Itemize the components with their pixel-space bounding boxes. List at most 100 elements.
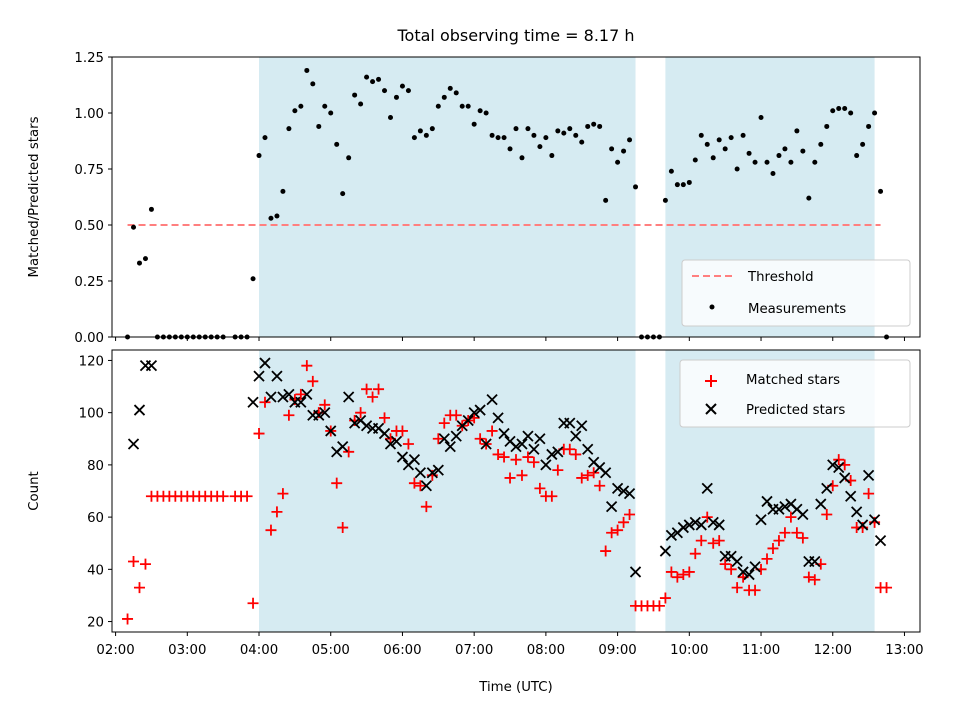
measurements-point-116 xyxy=(824,123,830,129)
matched-stars-point-93 xyxy=(683,566,695,578)
ratio-legend: Threshold Measurements xyxy=(681,259,911,327)
measurements-point-27 xyxy=(292,108,298,114)
measurements-point-25 xyxy=(280,188,286,194)
predicted-stars-point-20 xyxy=(343,391,355,403)
matched-stars-point-71 xyxy=(552,464,564,476)
measurements-point-93 xyxy=(686,179,692,185)
measurements-point-98 xyxy=(716,137,722,143)
measurements-point-106 xyxy=(764,159,770,165)
predicted-stars-point-21 xyxy=(349,417,361,429)
measurements-point-39 xyxy=(364,74,370,80)
matched-stars-point-89 xyxy=(659,592,671,604)
matched-stars-point-107 xyxy=(767,542,779,554)
measurements-point-31 xyxy=(316,123,322,129)
predicted-stars-point-69 xyxy=(659,545,672,557)
matched-stars-point-39 xyxy=(361,383,373,395)
matched-stars-point-20 xyxy=(247,597,259,609)
predicted-stars-point-27 xyxy=(384,438,397,450)
measurements-point-28 xyxy=(298,103,304,109)
matched-stars-point-63 xyxy=(504,472,516,484)
predicted-stars-point-66 xyxy=(617,485,630,497)
measurements-point-81 xyxy=(615,159,621,165)
matched-stars-point-21 xyxy=(253,428,265,440)
ratio-ytick-label-2: 0.50 xyxy=(74,219,104,234)
measurements-point-3 xyxy=(142,256,148,262)
measurements-point-73 xyxy=(567,126,573,132)
legend-matched-label: Matched stars xyxy=(746,373,840,388)
matched-stars-point-98 xyxy=(713,535,725,547)
measurements-point-121 xyxy=(854,153,860,159)
matched-stars-point-110 xyxy=(785,511,797,523)
predicted-stars-point-65 xyxy=(611,482,624,495)
measurements-point-21 xyxy=(256,153,262,159)
matched-stars-point-35 xyxy=(337,522,349,534)
predicted-stars-point-64 xyxy=(605,501,618,513)
matched-stars-point-61 xyxy=(492,448,504,460)
measurements-point-24 xyxy=(274,213,280,219)
predicted-stars-point-74 xyxy=(689,516,701,528)
predicted-stars-point-92 xyxy=(797,508,809,521)
matched-stars-point-114 xyxy=(809,574,821,586)
measurements-point-56 xyxy=(465,103,471,109)
legend-measurements-label: Measurements xyxy=(748,302,846,317)
predicted-stars-point-76 xyxy=(701,482,713,495)
matched-stars-point-30 xyxy=(307,375,319,387)
matched-stars-point-109 xyxy=(779,527,791,539)
predicted-stars-point-50 xyxy=(522,430,534,442)
matched-stars-point-104 xyxy=(749,584,761,596)
predicted-stars-point-10 xyxy=(283,388,295,401)
count-ytick-label-0: 20 xyxy=(87,616,104,631)
predicted-stars-point-19 xyxy=(337,440,349,453)
measurements-point-2 xyxy=(136,260,142,266)
measurements-point-96 xyxy=(704,141,710,147)
matched-stars-point-78 xyxy=(594,480,606,492)
measurements-point-101 xyxy=(734,166,740,172)
ratio-ytick-label-5: 1.25 xyxy=(74,51,104,66)
measurements-point-75 xyxy=(579,139,585,145)
matched-stars-point-92 xyxy=(677,569,689,581)
measurements-point-99 xyxy=(722,146,728,152)
matched-stars-point-66 xyxy=(522,451,534,463)
measurements-point-117 xyxy=(830,108,836,114)
measurements-point-124 xyxy=(872,110,878,116)
predicted-stars-point-54 xyxy=(546,448,558,461)
matched-stars-point-42 xyxy=(379,412,391,424)
measurements-point-63 xyxy=(507,146,513,152)
matched-stars-point-88 xyxy=(653,600,665,612)
matched-stars-point-106 xyxy=(761,553,773,565)
measurements-point-125 xyxy=(878,188,884,194)
ratio-axes-frame xyxy=(111,56,921,338)
predicted-stars-point-53 xyxy=(540,459,552,471)
predicted-stars-point-67 xyxy=(623,487,636,500)
predicted-stars-point-98 xyxy=(833,461,845,474)
measurements-point-77 xyxy=(591,121,597,127)
matched-stars-point-23 xyxy=(265,524,277,536)
count-xtick-label-3: 05:00 xyxy=(312,643,350,658)
measurements-point-72 xyxy=(561,130,567,136)
count-ytick-label-4: 100 xyxy=(79,407,104,422)
measurements-point-32 xyxy=(322,103,328,109)
predicted-stars-point-40 xyxy=(462,414,474,427)
measurements-point-43 xyxy=(387,114,393,120)
predicted-stars-point-72 xyxy=(677,521,689,534)
matched-stars-point-34 xyxy=(331,477,343,489)
matched-stars-point-52 xyxy=(438,417,450,429)
matched-stars-point-25 xyxy=(277,488,289,500)
predicted-stars-point-51 xyxy=(528,443,540,455)
predicted-stars-point-82 xyxy=(737,566,749,578)
predicted-stars-point-36 xyxy=(438,433,450,445)
matched-stars-point-75 xyxy=(576,472,588,484)
measurements-point-111 xyxy=(794,128,800,134)
chart-title: Total observing time = 8.17 h xyxy=(396,26,634,45)
count-ytick-label-1: 40 xyxy=(87,563,104,578)
matched-stars-point-116 xyxy=(821,509,833,520)
predicted-stars-point-63 xyxy=(600,467,612,479)
predicted-stars-point-44 xyxy=(486,393,498,406)
measurements-point-80 xyxy=(609,146,615,152)
matched-stars-point-90 xyxy=(665,566,677,578)
matched-stars-point-28 xyxy=(295,388,307,400)
legend-predicted-swatch xyxy=(705,403,717,415)
predicted-stars-point-97 xyxy=(827,459,839,471)
predicted-stars-point-29 xyxy=(396,451,409,463)
matched-stars-point-46 xyxy=(402,438,414,450)
